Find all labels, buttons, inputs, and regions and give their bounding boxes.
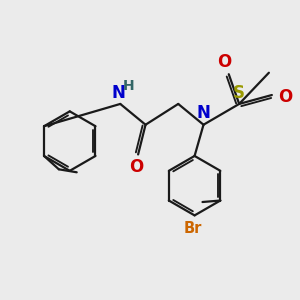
Text: O: O [278,88,292,106]
Text: O: O [217,52,231,70]
Text: H: H [123,79,134,93]
Text: N: N [112,84,126,102]
Text: Br: Br [184,221,202,236]
Text: S: S [233,84,245,102]
Text: N: N [196,104,210,122]
Text: O: O [130,158,144,176]
